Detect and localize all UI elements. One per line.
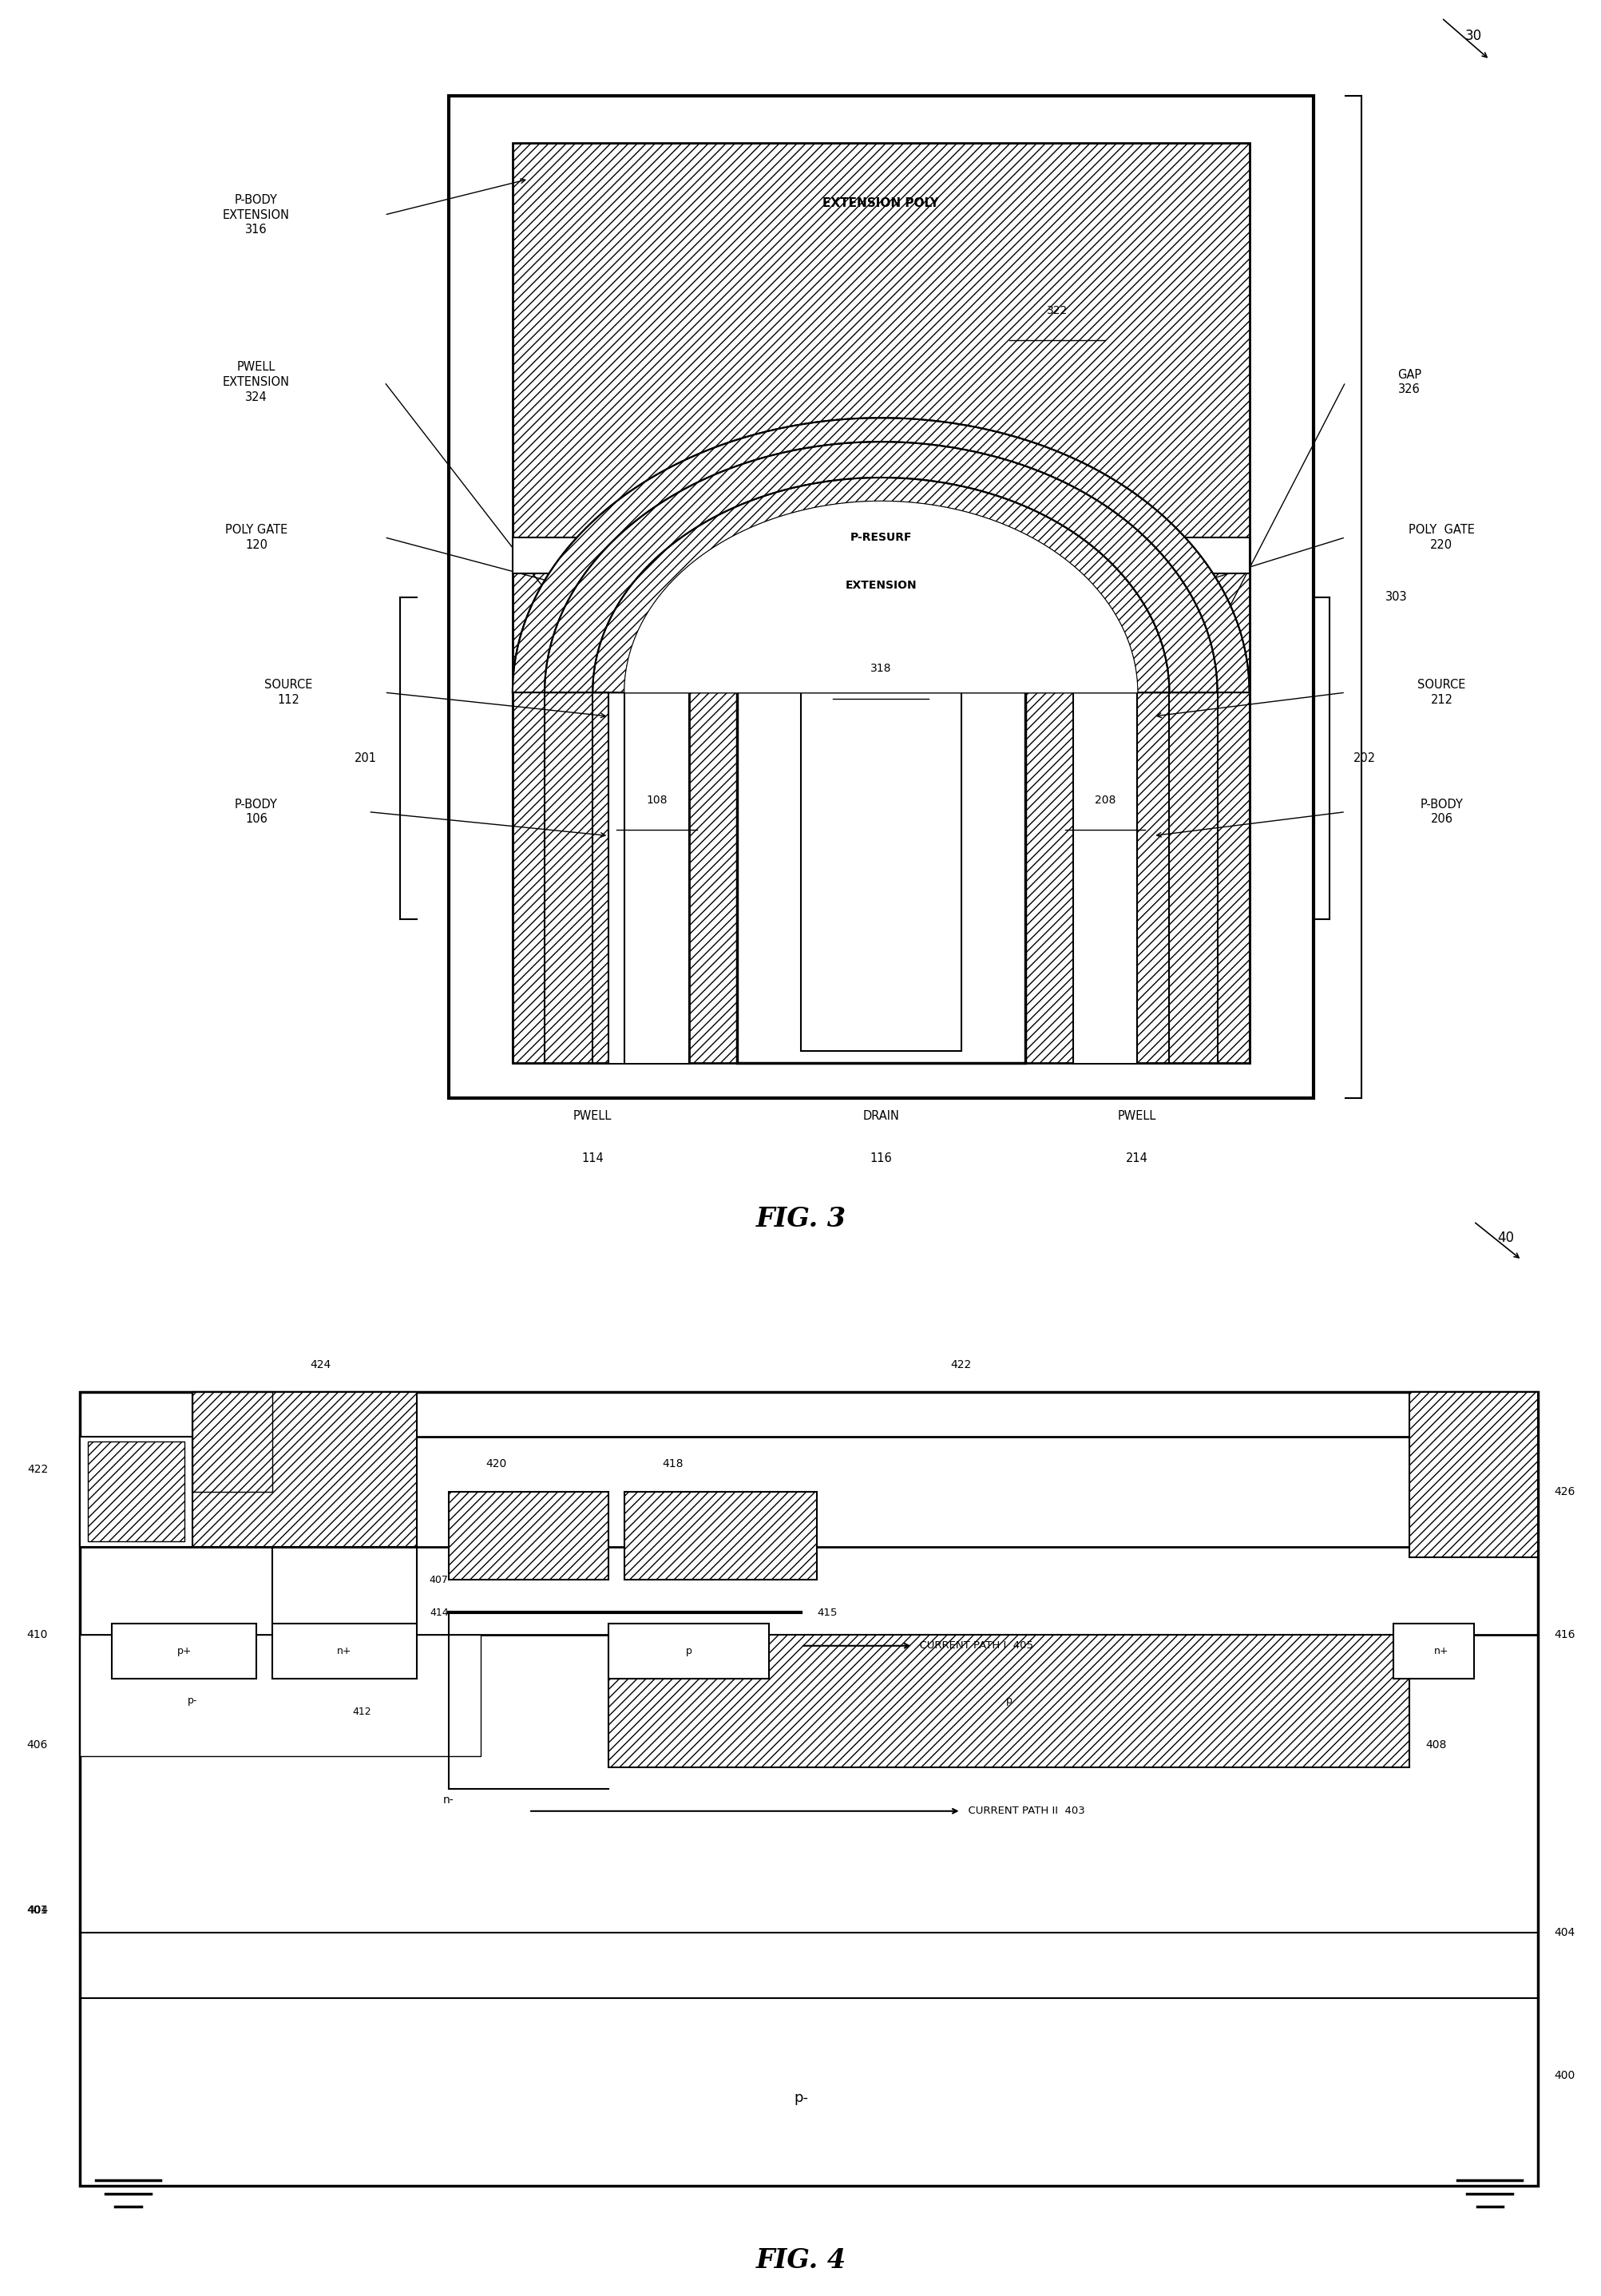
Text: 322: 322 (1045, 305, 1068, 317)
Text: P-BODY
106: P-BODY 106 (235, 799, 277, 824)
Text: 404: 404 (1553, 1926, 1574, 1938)
Text: POLY  GATE
220: POLY GATE 220 (1407, 523, 1475, 551)
Text: P-BODY
EXTENSION
316: P-BODY EXTENSION 316 (223, 195, 290, 236)
Text: 116: 116 (869, 1153, 892, 1164)
Bar (80, 1437, 192, 1548)
Text: SOURCE
212: SOURCE 212 (1417, 680, 1465, 705)
Text: PWELL
EXTENSION
324: PWELL EXTENSION 324 (223, 360, 290, 402)
Text: 426: 426 (1553, 1486, 1574, 1497)
Text: 108: 108 (645, 794, 668, 806)
Text: p-: p- (794, 2089, 807, 2105)
Bar (80, 1635, 480, 1756)
Text: GAP
326: GAP 326 (1396, 370, 1422, 395)
Bar (88, 1442, 184, 1541)
Text: 416: 416 (1553, 1630, 1574, 1639)
Text: 202: 202 (1353, 753, 1375, 765)
Text: EXTENSION: EXTENSION (845, 579, 916, 590)
Bar (1393, 1623, 1473, 1678)
Text: PWELL: PWELL (1117, 1111, 1156, 1123)
Text: 30: 30 (1465, 28, 1481, 44)
Text: 401: 401 (27, 1906, 48, 1915)
Text: 418: 418 (661, 1458, 684, 1469)
Text: 407: 407 (429, 1575, 448, 1584)
Bar (608, 537, 688, 1063)
Polygon shape (512, 418, 1249, 693)
Text: CURRENT PATH I  405: CURRENT PATH I 405 (913, 1642, 1033, 1651)
Bar (736, 537, 1025, 1063)
Text: 404: 404 (27, 1906, 48, 1915)
Bar (624, 1492, 817, 1580)
Text: EXTENSION POLY: EXTENSION POLY (823, 197, 938, 209)
Bar (512, 537, 688, 574)
Text: 422: 422 (949, 1359, 972, 1371)
Bar (608, 1635, 1409, 1768)
Bar (512, 142, 1249, 1063)
Text: 422: 422 (27, 1465, 48, 1474)
Bar (1073, 537, 1137, 1063)
Text: 424: 424 (309, 1359, 331, 1371)
Text: 410: 410 (27, 1630, 48, 1639)
Text: n-: n- (443, 1795, 453, 1805)
Text: PWELL: PWELL (573, 1111, 612, 1123)
Bar (1073, 537, 1249, 574)
Bar (608, 1623, 768, 1678)
Text: p+: p+ (176, 1646, 192, 1655)
Text: p-: p- (187, 1697, 197, 1706)
Bar (192, 1391, 416, 1548)
Bar (1073, 537, 1249, 1063)
Bar (112, 1623, 256, 1678)
Text: 214: 214 (1126, 1153, 1148, 1164)
Text: 114: 114 (581, 1153, 604, 1164)
Polygon shape (592, 478, 1169, 693)
Text: 406: 406 (27, 1740, 48, 1750)
Bar (1409, 1391, 1537, 1557)
Text: SOURCE
112: SOURCE 112 (264, 680, 312, 705)
Polygon shape (624, 501, 1137, 693)
Text: 208: 208 (1093, 794, 1116, 806)
Text: POLY GATE
120: POLY GATE 120 (224, 523, 288, 551)
Text: 400: 400 (1553, 2071, 1574, 2080)
Text: FIG. 3: FIG. 3 (756, 1205, 845, 1233)
Text: 420: 420 (485, 1458, 508, 1469)
Text: p: p (1005, 1697, 1012, 1706)
Text: n+: n+ (1433, 1646, 1449, 1655)
Text: n+: n+ (336, 1646, 352, 1655)
Text: p: p (685, 1646, 692, 1655)
Text: CURRENT PATH II  403: CURRENT PATH II 403 (961, 1807, 1084, 1816)
Bar (80, 1391, 1537, 2186)
Text: FIG. 4: FIG. 4 (756, 2248, 845, 2273)
Bar (272, 1623, 416, 1678)
Bar (448, 96, 1313, 1097)
Text: 40: 40 (1497, 1231, 1513, 1244)
Text: P-RESURF: P-RESURF (850, 533, 911, 542)
Bar (448, 1492, 608, 1580)
Text: DRAIN: DRAIN (863, 1111, 898, 1123)
Bar (192, 1391, 272, 1492)
Text: 415: 415 (817, 1607, 837, 1619)
Text: 201: 201 (354, 753, 376, 765)
Bar (512, 537, 688, 1063)
Text: 408: 408 (1425, 1740, 1446, 1750)
Text: 318: 318 (869, 664, 892, 675)
Bar (80, 1437, 1537, 1548)
Bar (192, 1391, 272, 1492)
Text: 412: 412 (352, 1706, 371, 1717)
Bar (800, 549, 961, 1052)
Text: P-BODY
206: P-BODY 206 (1420, 799, 1462, 824)
Text: 414: 414 (429, 1607, 448, 1619)
Text: 303: 303 (1385, 590, 1407, 604)
